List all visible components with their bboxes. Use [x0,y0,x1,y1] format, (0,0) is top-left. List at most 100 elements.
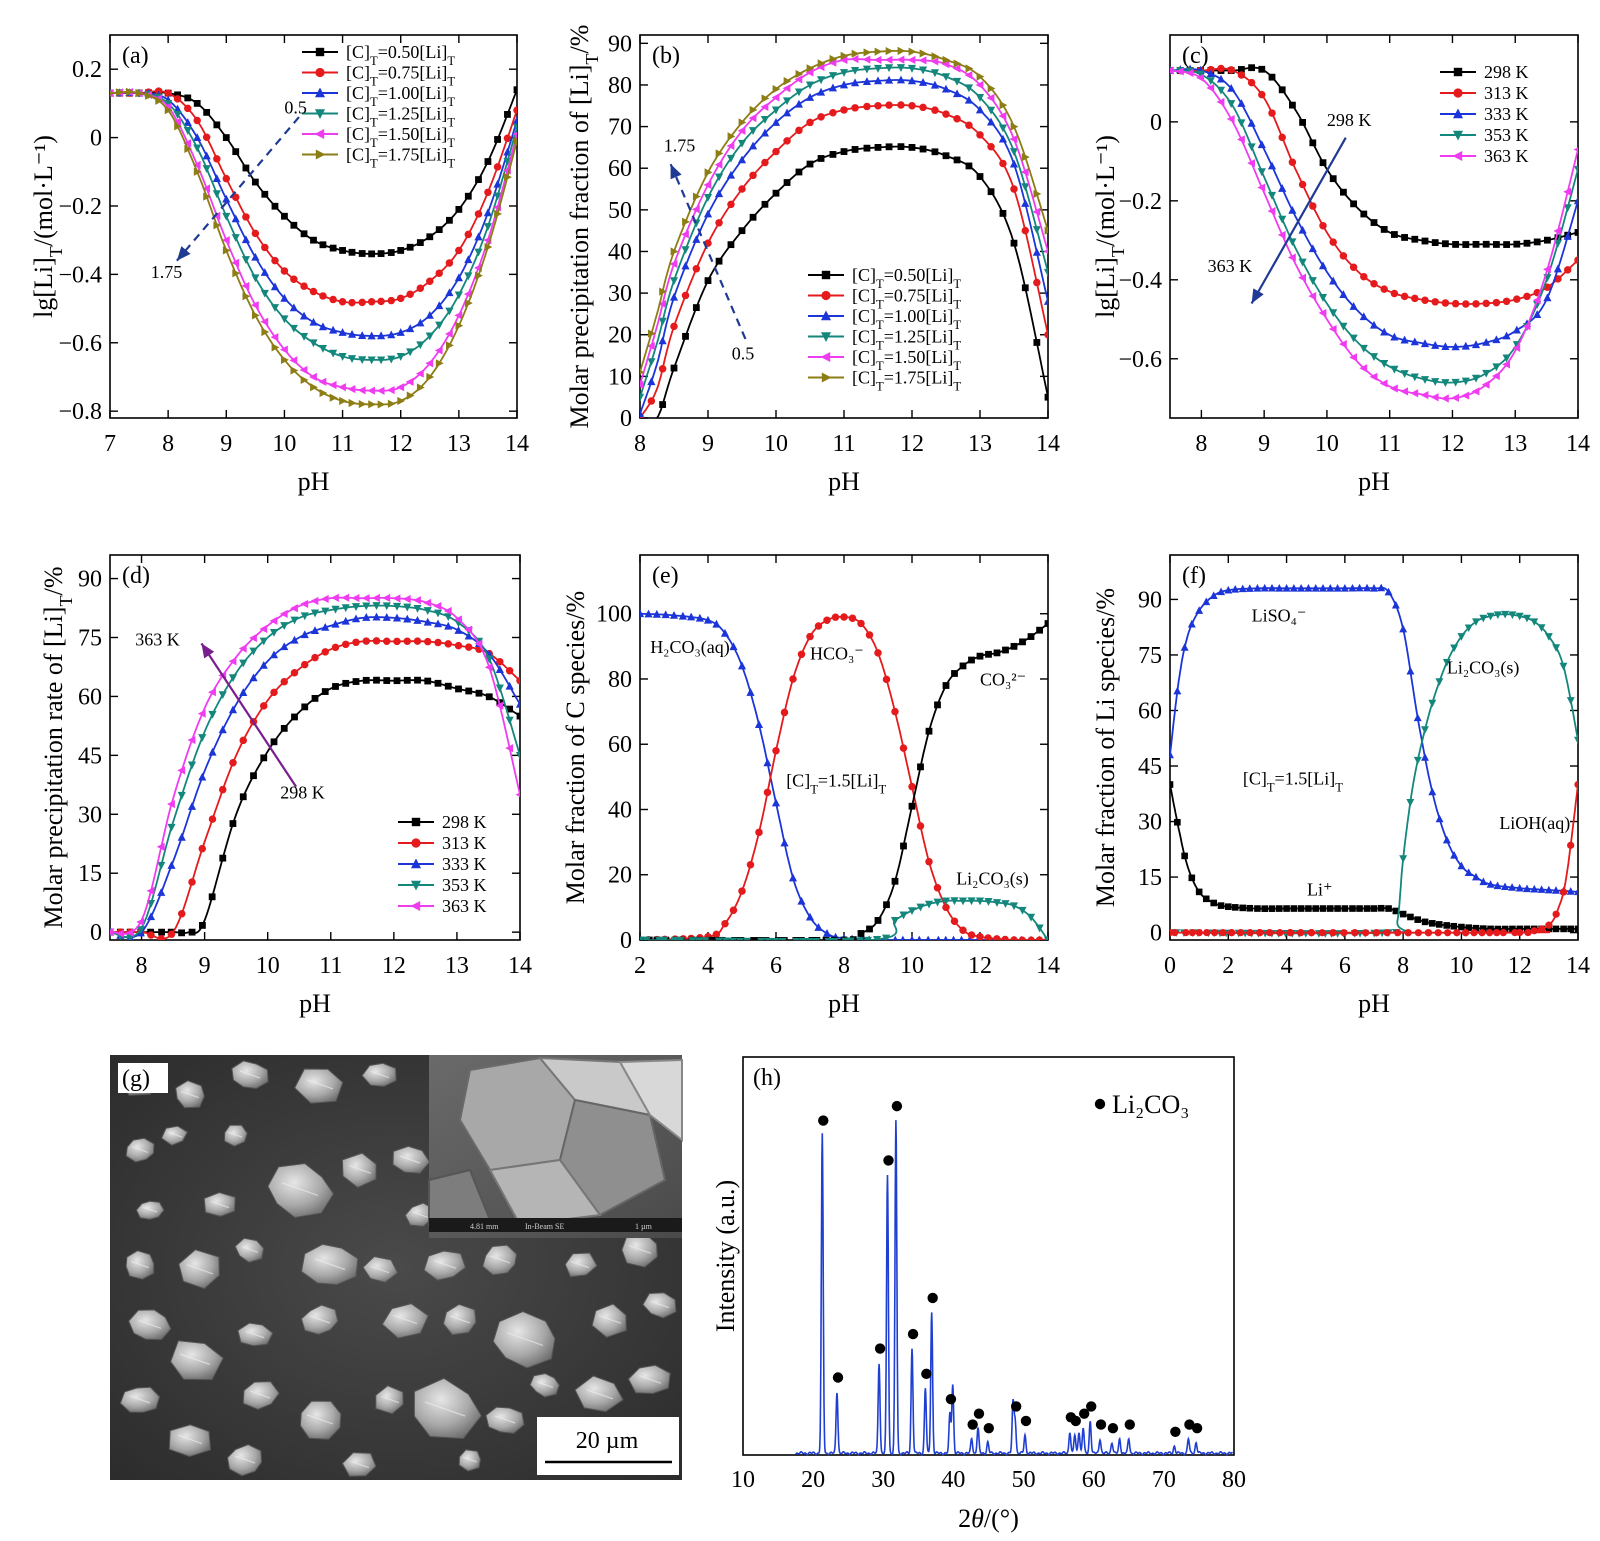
legend-marker [411,817,421,827]
data-point [1493,881,1502,890]
x-tick-label: 13 [968,431,992,457]
y-tick-label: 0 [90,126,102,152]
data-point [975,897,985,906]
data-point [692,304,700,311]
data-point [1428,787,1437,796]
x-tick-label: 9 [199,953,211,979]
data-point [1256,929,1264,937]
data-point [1032,207,1041,216]
data-point [950,917,959,925]
data-point [382,613,391,621]
data-point [721,919,729,928]
data-point [1451,342,1460,351]
series-label: Li₂CO₃(s) [956,869,1029,890]
data-point [899,744,908,752]
annotation: 298 K [1327,110,1372,130]
data-point [1442,659,1451,667]
data-point [817,155,825,162]
data-point [1043,268,1048,277]
sem-crystal-cluster [492,1310,556,1369]
data-point [187,735,196,745]
data-point [1516,925,1524,933]
data-point [415,369,424,378]
data-point [805,68,814,77]
data-point [1400,370,1409,378]
data-point [883,901,890,909]
sem-crystal-facet [130,1260,150,1269]
data-point [993,935,1001,940]
data-point [1196,73,1204,82]
y-tick-label: 40 [608,239,632,265]
data-point [342,679,350,687]
data-point [372,612,381,621]
data-point [1537,624,1546,632]
data-point [1333,584,1342,592]
data-point [1248,64,1255,72]
data-point [1297,905,1305,912]
data-point [1043,297,1048,305]
data-point [1044,226,1048,235]
data-point [329,295,337,304]
x-tick-label: 8 [162,431,174,457]
data-point [964,95,974,104]
data-point [1318,294,1328,302]
data-point [213,155,221,163]
data-point [310,596,319,605]
sem-crystal-facet [309,1315,331,1324]
data-point [795,168,803,176]
data-point [173,95,182,103]
data-point [146,900,156,908]
data-point [231,258,240,267]
data-point [1533,310,1542,318]
data-point [746,688,755,696]
data-point [280,724,288,732]
data-point [1435,678,1444,686]
data-point [1188,874,1196,882]
data-point [474,248,483,257]
y-axis-label: Molar fraction of Li species/% [1091,588,1120,907]
data-point [658,336,667,345]
data-point [157,888,166,896]
data-point [222,212,231,221]
data-point [1523,925,1531,933]
data-point [433,619,443,628]
data-point [848,614,857,622]
data-point [321,688,329,695]
data-point [198,772,207,781]
data-point [890,917,900,925]
peak-marker [973,1408,985,1419]
data-point [158,928,165,936]
data-point [396,353,405,361]
data-point [348,398,357,408]
data-point [865,631,874,639]
y-tick-label: 0.2 [72,57,102,83]
data-point [300,375,309,385]
data-point [289,356,298,365]
y-tick-label: 90 [608,31,632,57]
data-point [213,221,222,230]
data-point [958,897,968,906]
data-point [208,710,217,719]
data-point [1278,86,1286,94]
sem-crystal-facet [399,1155,421,1164]
data-point [1009,134,1018,144]
sem-crystal-facet [186,1264,214,1275]
data-point [1559,888,1568,896]
data-point [259,660,268,669]
data-point [823,616,831,624]
data-point [1036,626,1043,634]
annotation: 363 K [135,629,180,649]
data-point [485,693,493,701]
peak-marker [1184,1419,1195,1430]
data-point [1340,188,1347,196]
data-point [1479,877,1488,886]
data-point [331,593,339,602]
data-point [1537,885,1546,893]
data-point [780,838,789,847]
data-point [1227,83,1236,92]
data-point [435,321,444,330]
data-point [965,64,974,73]
data-point [918,78,928,86]
data-point [953,156,961,164]
data-point [202,151,211,160]
